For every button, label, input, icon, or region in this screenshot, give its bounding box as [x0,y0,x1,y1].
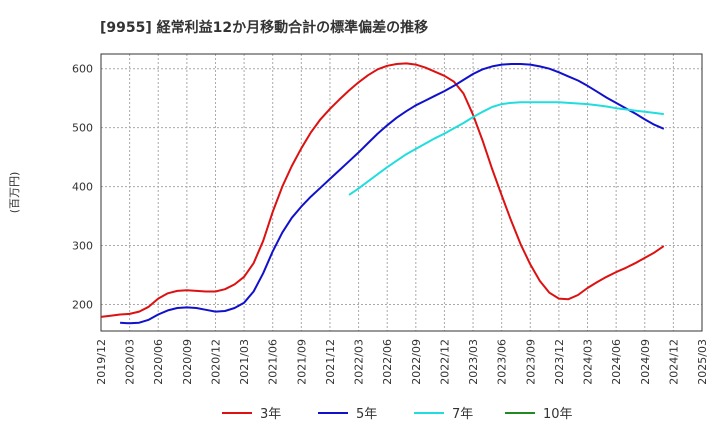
x-tick-label: 2024/06 [610,339,623,385]
x-tick-label: 2021/03 [238,339,251,385]
x-tick-label: 2023/12 [553,339,566,385]
x-tick-label: 2022/06 [381,339,394,385]
legend-label: 10年 [543,407,573,422]
x-tick-label: 2021/12 [324,339,337,385]
y-tick-label: 200 [72,298,93,311]
x-tick-label: 2024/09 [639,339,652,385]
x-tick-label: 2020/03 [124,339,137,385]
x-tick-label: 2022/12 [438,339,451,385]
x-tick-label: 2020/06 [152,339,165,385]
series-line-1 [120,63,665,325]
x-tick-label: 2023/09 [524,339,537,385]
x-tick-label: 2023/06 [496,339,509,385]
x-tick-label: 2020/09 [181,339,194,385]
plot-background [101,54,702,331]
legend-label: 3年 [260,407,281,422]
x-tick-label: 2024/03 [582,339,595,385]
y-tick-label: 400 [72,181,93,194]
x-tick-label: 2021/06 [267,339,280,385]
y-tick-label: 600 [72,63,93,76]
series-line-0 [100,62,665,318]
x-tick-label: 2022/09 [410,339,423,385]
chart-title: [9955] 経常利益12か月移動合計の標準偏差の推移 [100,19,428,36]
y-axis-label: (百万円) [8,172,21,214]
y-tick-label: 300 [72,240,93,253]
y-tick-label: 500 [72,122,93,135]
x-tick-label: 2025/03 [696,339,709,385]
x-tick-label: 2022/03 [353,339,366,385]
x-tick-label: 2019/12 [95,339,108,385]
series-line-2 [348,101,664,196]
x-tick-label: 2020/12 [209,339,222,385]
x-tick-label: 2024/12 [667,339,680,385]
plot-area: 2019/12 2020/03 2020/06 2020/09 2020/12 2021/… [72,53,709,385]
x-tick-label: 2023/03 [467,339,480,385]
plot-frame [100,53,703,332]
legend: 3年 5年 7年 10年 [222,407,573,422]
legend-label: 5年 [356,407,377,422]
legend-label: 7年 [452,407,473,422]
x-tick-label: 2021/09 [295,339,308,385]
